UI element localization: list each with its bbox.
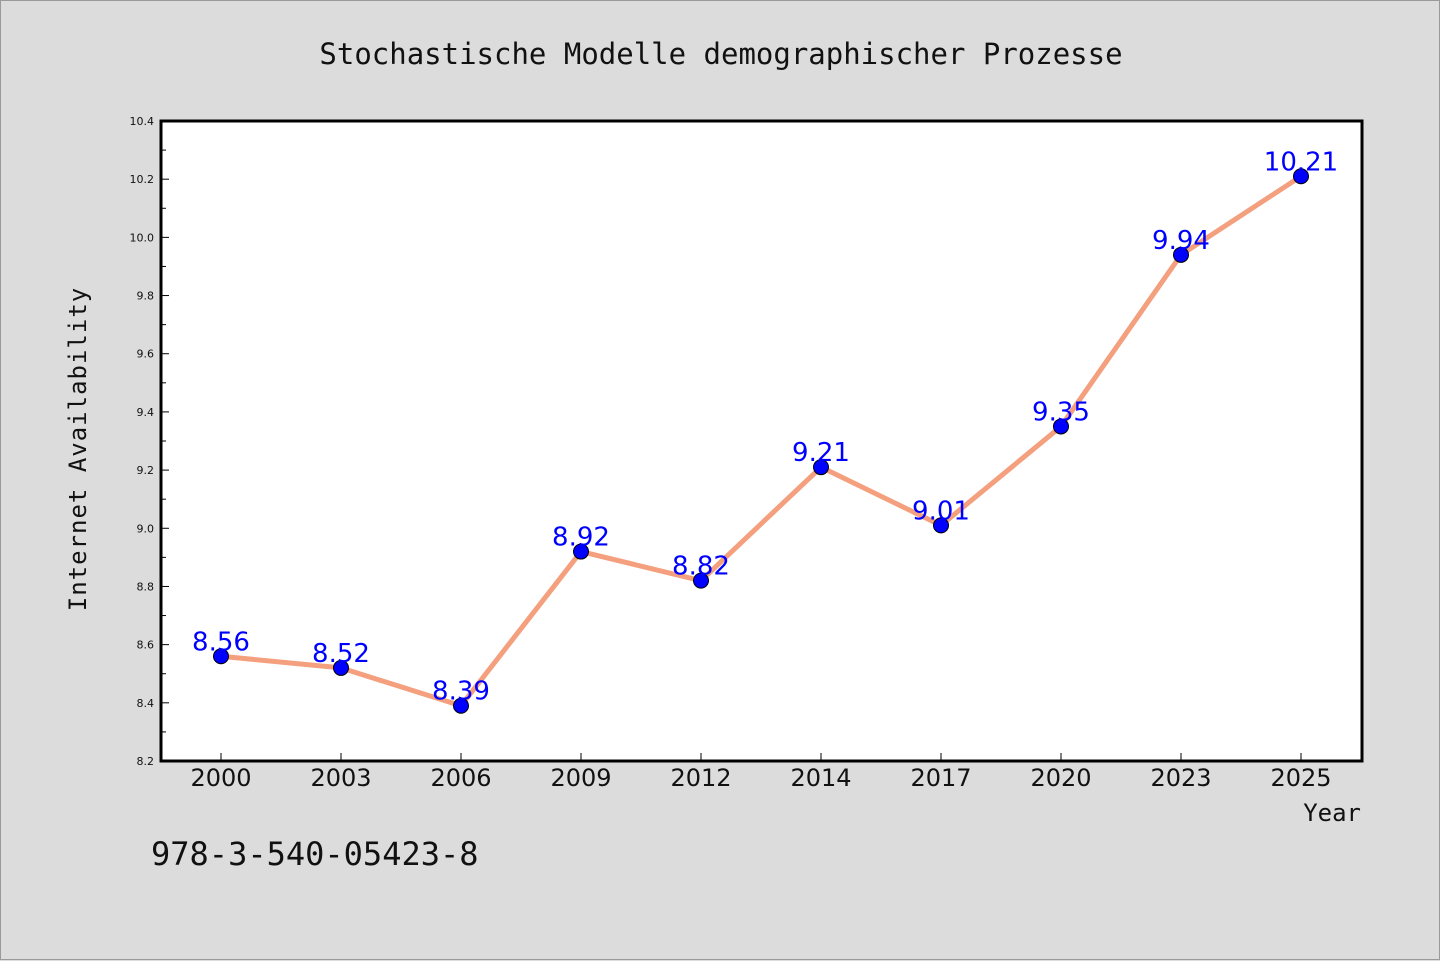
- series-line-group: [218, 173, 1304, 709]
- x-tick-label: 2014: [790, 764, 851, 792]
- y-tick-label: 8.2: [137, 755, 155, 768]
- x-tick-label: 2020: [1030, 764, 1091, 792]
- data-point: [813, 459, 829, 476]
- data-point: [693, 572, 709, 589]
- data-label: 9.94: [1152, 226, 1210, 256]
- y-tick-label: 8.8: [137, 580, 155, 593]
- x-tick-label: 2003: [310, 764, 371, 792]
- data-label: 8.52: [312, 639, 370, 669]
- x-tick-label: 2012: [670, 764, 731, 792]
- y-axis-ticks: 8.2 8.4 8.6 8.8 9.0 9.2 9.4 9.6 9.8 10.0 10.2 10.4: [130, 115, 169, 768]
- data-point: [333, 659, 349, 676]
- x-axis-ticks: 2000 2003 2006 2009 2012 2014 2017 2020 2023 2025: [190, 753, 1332, 792]
- x-tick-label: 2009: [550, 764, 611, 792]
- data-label: 10.21: [1264, 147, 1338, 177]
- y-tick-label: 10.0: [130, 231, 155, 244]
- y-tick-label: 9.0: [137, 522, 155, 535]
- y-tick-label: 8.4: [137, 697, 155, 710]
- data-label: 8.92: [552, 523, 610, 553]
- series-markers: [213, 168, 1309, 714]
- data-point: [1053, 418, 1069, 435]
- plot-area: [161, 121, 1362, 761]
- y-tick-label: 9.8: [137, 290, 155, 303]
- chart-title: Stochastische Modelle demographischer Pr…: [319, 37, 1122, 71]
- isbn-text: 978-3-540-05423-8: [151, 835, 479, 873]
- series-line: [218, 173, 1304, 709]
- data-label: 9.01: [912, 496, 970, 526]
- y-tick-label: 9.6: [137, 348, 155, 361]
- data-label: 8.39: [432, 677, 490, 707]
- y-tick-label: 10.2: [130, 173, 155, 186]
- data-label: 8.56: [192, 627, 250, 657]
- x-tick-label: 2017: [910, 764, 971, 792]
- y-tick-label: 9.4: [137, 406, 155, 419]
- x-tick-label: 2006: [430, 764, 491, 792]
- data-label: 9.35: [1032, 397, 1090, 427]
- data-point: [933, 517, 949, 534]
- y-tick-label: 8.6: [137, 639, 155, 652]
- data-label: 8.82: [672, 552, 730, 582]
- data-label: 9.21: [792, 438, 850, 468]
- data-point: [453, 697, 469, 714]
- y-axis-label: Internet Availability: [64, 287, 92, 611]
- x-tick-label: 2000: [190, 764, 251, 792]
- data-point: [1173, 246, 1189, 263]
- data-point: [1293, 168, 1309, 185]
- x-tick-label: 2025: [1270, 764, 1331, 792]
- plot-frame: [159, 119, 1364, 763]
- data-point: [573, 543, 589, 560]
- data-point: [213, 648, 229, 665]
- data-labels: 8.56 8.52 8.39 8.92 8.82 9.21 9.01 9.35 9.94 10.2…: [192, 147, 1338, 706]
- y-tick-label: 10.4: [130, 115, 155, 128]
- x-tick-label: 2023: [1150, 764, 1211, 792]
- x-axis-label: Year: [1303, 799, 1361, 827]
- y-tick-label: 9.2: [137, 464, 155, 477]
